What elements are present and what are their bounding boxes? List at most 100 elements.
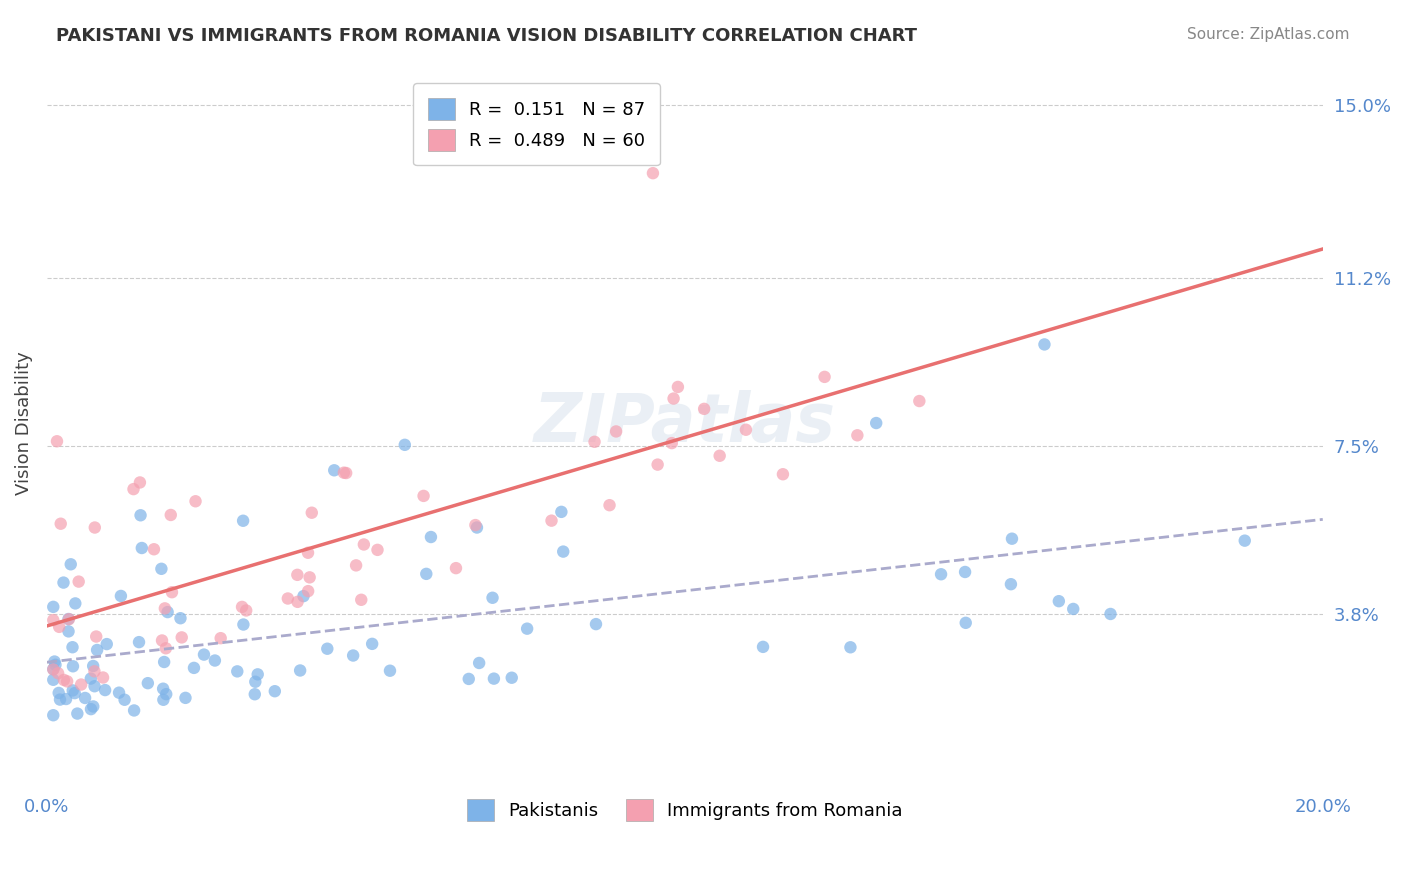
Point xyxy=(285,567,308,582)
Point xyxy=(666,380,689,394)
Point xyxy=(82,699,104,714)
Point xyxy=(204,653,226,667)
Point xyxy=(516,622,538,636)
Point xyxy=(84,630,107,644)
Point xyxy=(1033,337,1056,351)
Point xyxy=(394,438,416,452)
Point xyxy=(550,505,572,519)
Point xyxy=(908,394,931,409)
Point xyxy=(298,570,321,584)
Point xyxy=(412,489,434,503)
Point xyxy=(91,671,114,685)
Point xyxy=(48,686,70,700)
Point xyxy=(735,423,758,437)
Point xyxy=(83,665,105,679)
Point xyxy=(232,514,254,528)
Point xyxy=(246,667,269,681)
Text: PAKISTANI VS IMMIGRANTS FROM ROMANIA VISION DISABILITY CORRELATION CHART: PAKISTANI VS IMMIGRANTS FROM ROMANIA VIS… xyxy=(56,27,917,45)
Point xyxy=(55,692,77,706)
Point xyxy=(44,657,66,672)
Point xyxy=(662,392,685,406)
Point xyxy=(953,565,976,579)
Text: ZIPatlas: ZIPatlas xyxy=(534,390,835,456)
Point xyxy=(1062,602,1084,616)
Point xyxy=(1047,594,1070,608)
Point xyxy=(128,635,150,649)
Point xyxy=(63,686,86,700)
Point xyxy=(316,641,339,656)
Point xyxy=(62,659,84,673)
Point xyxy=(129,508,152,523)
Point xyxy=(361,637,384,651)
Point xyxy=(70,677,93,691)
Point xyxy=(277,591,299,606)
Point xyxy=(152,692,174,706)
Point xyxy=(444,561,467,575)
Point xyxy=(752,640,775,654)
Point xyxy=(80,672,103,686)
Point xyxy=(661,436,683,450)
Point xyxy=(83,520,105,534)
Point xyxy=(65,596,87,610)
Point xyxy=(75,690,97,705)
Point xyxy=(86,643,108,657)
Point xyxy=(605,425,627,439)
Point xyxy=(67,574,90,589)
Point xyxy=(82,659,104,673)
Point xyxy=(231,599,253,614)
Point xyxy=(42,662,65,676)
Point xyxy=(129,475,152,490)
Point xyxy=(131,541,153,555)
Point xyxy=(865,416,887,430)
Point xyxy=(813,370,835,384)
Point xyxy=(501,671,523,685)
Point xyxy=(263,684,285,698)
Point xyxy=(1099,607,1122,621)
Y-axis label: Vision Disability: Vision Disability xyxy=(15,351,32,495)
Point xyxy=(150,562,173,576)
Point xyxy=(44,655,66,669)
Point xyxy=(108,686,131,700)
Point xyxy=(955,615,977,630)
Point xyxy=(42,662,65,676)
Point xyxy=(599,498,621,512)
Point xyxy=(1001,532,1024,546)
Point xyxy=(647,458,669,472)
Point xyxy=(378,664,401,678)
Point xyxy=(193,648,215,662)
Point xyxy=(42,708,65,723)
Point xyxy=(465,520,488,534)
Point xyxy=(83,679,105,693)
Point xyxy=(114,692,136,706)
Point xyxy=(1233,533,1256,548)
Point xyxy=(457,672,479,686)
Point xyxy=(156,605,179,619)
Point xyxy=(80,702,103,716)
Point xyxy=(52,575,75,590)
Point xyxy=(150,633,173,648)
Point xyxy=(62,683,84,698)
Point xyxy=(693,401,716,416)
Point xyxy=(46,666,69,681)
Point xyxy=(288,664,311,678)
Point xyxy=(344,558,367,573)
Point xyxy=(468,656,491,670)
Point xyxy=(292,589,315,603)
Point xyxy=(846,428,869,442)
Point xyxy=(59,558,82,572)
Point xyxy=(353,537,375,551)
Point xyxy=(152,681,174,696)
Point xyxy=(641,166,664,180)
Point xyxy=(226,665,249,679)
Point xyxy=(143,542,166,557)
Point xyxy=(481,591,503,605)
Point xyxy=(232,617,254,632)
Point xyxy=(929,567,952,582)
Point xyxy=(243,687,266,701)
Point xyxy=(46,434,69,449)
Point xyxy=(94,683,117,698)
Point xyxy=(110,589,132,603)
Point xyxy=(170,631,193,645)
Point xyxy=(301,506,323,520)
Point xyxy=(287,595,309,609)
